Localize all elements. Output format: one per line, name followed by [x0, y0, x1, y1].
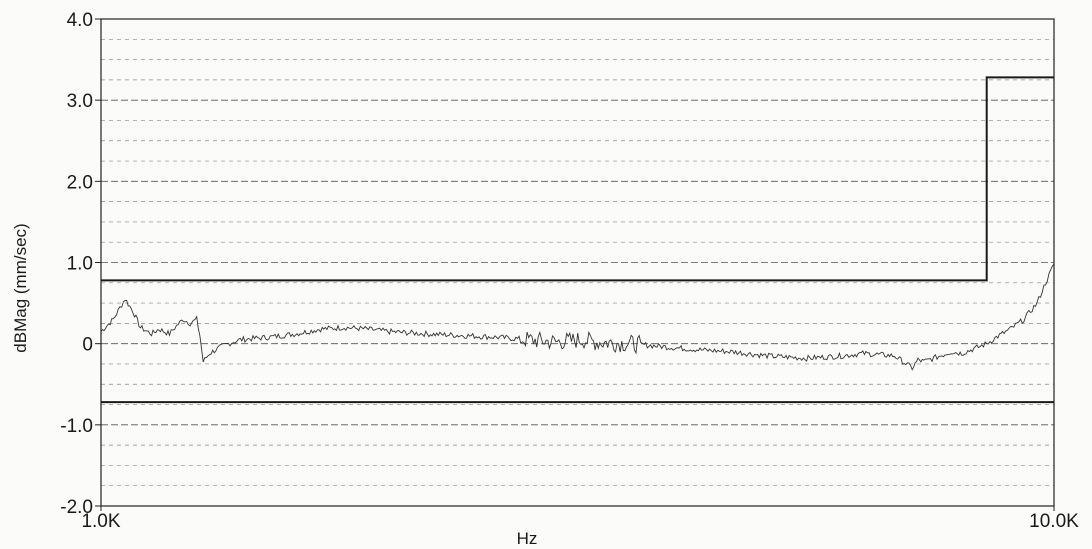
y-tick-label: -2.0 — [60, 497, 93, 518]
y-axis-ticks: 4.0 3.0 2.0 1.0 0 -1.0 -2.0 — [60, 10, 101, 518]
y-axis-title: dBMag (mm/sec) — [11, 223, 30, 352]
y-tick-label: 3.0 — [67, 91, 93, 112]
y-tick-label: 1.0 — [67, 254, 93, 275]
y-tick-label: 2.0 — [67, 172, 93, 193]
x-axis-title: Hz — [517, 529, 538, 548]
y-tick-label: 4.0 — [67, 10, 93, 31]
series-layer — [100, 76, 1055, 404]
y-tick-label: -1.0 — [60, 416, 93, 437]
x-axis-ticks: 1.0K 10.0K — [81, 506, 1079, 532]
y-tick-label: 0 — [82, 335, 93, 356]
measurement-trace — [100, 263, 1055, 371]
grid — [101, 38, 1054, 487]
upper-limit-line — [101, 76, 1054, 282]
x-tick-label: 1.0K — [81, 511, 120, 532]
x-tick-label: 10.0K — [1029, 511, 1079, 532]
